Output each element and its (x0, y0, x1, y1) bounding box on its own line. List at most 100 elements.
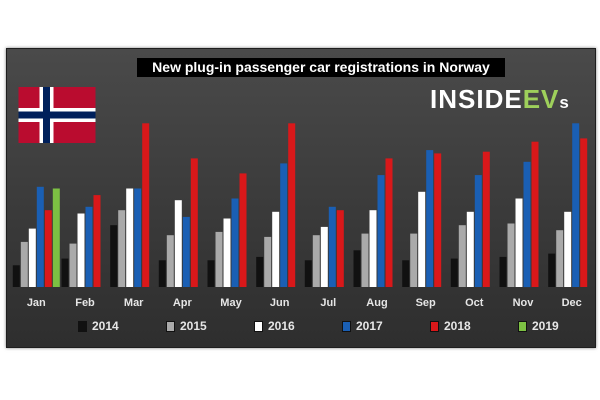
bar-may-2016 (223, 218, 231, 287)
bar-nov-2014 (499, 256, 507, 287)
legend-label: 2019 (532, 319, 559, 333)
bar-aug-2017 (377, 175, 385, 287)
bar-jul-2015 (312, 235, 320, 287)
bar-jan-2019 (52, 188, 60, 287)
logo-text-main: INSIDE (430, 84, 523, 114)
bar-mar-2014 (110, 225, 118, 287)
bar-oct-2016 (466, 211, 474, 287)
x-tick-label: Apr (173, 297, 193, 309)
bar-sep-2014 (402, 260, 410, 287)
x-tick-label: Mar (124, 297, 144, 309)
bar-nov-2016 (515, 198, 523, 287)
bar-feb-2014 (61, 258, 69, 287)
legend-label: 2015 (180, 319, 207, 333)
x-tick-label: Oct (465, 297, 484, 309)
bar-may-2015 (215, 231, 223, 287)
bar-apr-2014 (158, 260, 166, 287)
x-tick-label: Jul (320, 297, 336, 309)
bar-aug-2014 (353, 250, 361, 287)
legend-swatch (78, 320, 87, 332)
bar-jun-2017 (280, 163, 288, 287)
bar-sep-2015 (410, 233, 418, 287)
x-tick-label: Sep (416, 297, 436, 309)
norway-flag-icon (18, 87, 96, 143)
legend-item: 2016 (254, 316, 295, 336)
bar-oct-2017 (474, 175, 482, 287)
bar-may-2018 (239, 173, 247, 287)
bar-apr-2015 (166, 235, 174, 287)
x-tick-label: Jun (270, 297, 290, 309)
bar-feb-2015 (69, 243, 77, 287)
bar-jul-2016 (320, 226, 328, 287)
bar-apr-2017 (182, 216, 190, 287)
bar-aug-2018 (385, 158, 393, 287)
bar-feb-2016 (77, 213, 85, 287)
bar-jul-2018 (336, 210, 344, 287)
bar-jan-2016 (28, 228, 36, 287)
chart-legend: 2014 2015 2016 2017 2018 2019 (0, 316, 600, 336)
legend-swatch (342, 320, 351, 332)
bar-sep-2017 (426, 150, 434, 287)
bar-sep-2016 (418, 191, 426, 287)
flag-blue-horizontal (18, 111, 96, 119)
bar-jun-2014 (256, 256, 264, 287)
legend-label: 2014 (92, 319, 119, 333)
legend-item: 2015 (166, 316, 207, 336)
chart-panel (6, 48, 596, 348)
bar-feb-2017 (85, 206, 93, 287)
bar-aug-2015 (361, 233, 369, 287)
bar-jul-2017 (328, 206, 336, 287)
chart-title: New plug-in passenger car registrations … (137, 58, 505, 77)
bar-dec-2018 (580, 138, 588, 287)
bar-jan-2017 (36, 186, 44, 287)
legend-item: 2018 (430, 316, 471, 336)
bar-oct-2018 (482, 151, 490, 287)
bar-dec-2016 (564, 211, 572, 287)
bar-mar-2015 (118, 210, 126, 287)
legend-item: 2014 (78, 316, 119, 336)
x-tick-label: Dec (562, 297, 582, 309)
bar-mar-2018 (142, 123, 150, 287)
bar-nov-2017 (523, 161, 531, 288)
bar-jul-2014 (304, 260, 312, 287)
legend-label: 2016 (268, 319, 295, 333)
bar-oct-2015 (458, 225, 466, 287)
bar-jan-2018 (44, 210, 52, 287)
bar-nov-2018 (531, 141, 539, 287)
insideevs-logo: INSIDEEVs (430, 84, 570, 115)
bar-oct-2014 (450, 258, 458, 287)
bar-jun-2018 (288, 123, 296, 287)
bar-dec-2015 (556, 230, 564, 287)
x-tick-label: Jan (27, 297, 46, 309)
x-tick-label: Feb (75, 297, 95, 309)
x-tick-label: Aug (366, 297, 387, 309)
legend-label: 2018 (444, 319, 471, 333)
bar-apr-2018 (190, 158, 198, 287)
bar-jan-2015 (20, 241, 28, 287)
legend-item: 2019 (518, 316, 559, 336)
x-tick-label: May (220, 297, 242, 309)
bar-jun-2015 (264, 236, 272, 287)
bar-sep-2018 (434, 153, 442, 287)
bar-dec-2014 (548, 253, 556, 287)
logo-text-accent: EV (522, 84, 560, 114)
bar-jun-2016 (272, 211, 280, 287)
bar-may-2017 (231, 198, 239, 287)
bar-aug-2016 (369, 210, 377, 287)
legend-swatch (430, 320, 439, 332)
legend-swatch (166, 320, 175, 332)
bar-feb-2018 (93, 195, 101, 287)
logo-text-suffix: s (559, 93, 570, 112)
bar-nov-2015 (507, 223, 515, 287)
bar-jan-2014 (12, 265, 20, 287)
bar-mar-2016 (126, 188, 134, 287)
bar-may-2014 (207, 260, 215, 287)
x-tick-label: Nov (513, 297, 535, 309)
legend-label: 2017 (356, 319, 383, 333)
legend-item: 2017 (342, 316, 383, 336)
bar-apr-2016 (174, 200, 182, 287)
legend-swatch (518, 320, 527, 332)
bar-mar-2017 (134, 188, 142, 287)
legend-swatch (254, 320, 263, 332)
